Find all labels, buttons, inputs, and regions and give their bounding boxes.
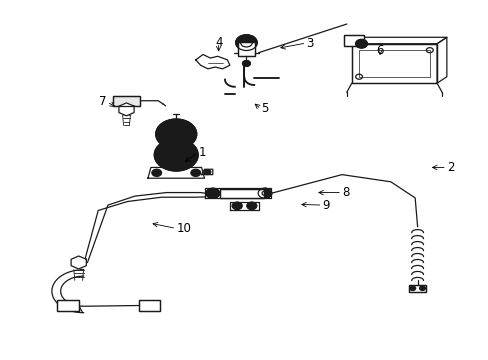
Circle shape	[156, 119, 196, 149]
Bar	[351, 44, 436, 83]
Circle shape	[205, 188, 219, 198]
Bar	[237, 42, 255, 56]
Polygon shape	[351, 37, 446, 44]
Text: 1: 1	[198, 145, 205, 158]
Circle shape	[190, 169, 200, 176]
Circle shape	[152, 169, 161, 176]
Text: 9: 9	[322, 199, 329, 212]
Bar	[344, 35, 363, 45]
Polygon shape	[148, 167, 204, 178]
Text: 3: 3	[306, 36, 313, 50]
Bar	[220, 189, 264, 198]
Bar	[139, 301, 160, 311]
Polygon shape	[229, 202, 259, 210]
Bar	[57, 301, 79, 311]
Bar	[113, 96, 140, 106]
Circle shape	[355, 40, 366, 48]
Circle shape	[154, 139, 198, 171]
Bar	[408, 285, 426, 292]
Text: 5: 5	[261, 103, 268, 116]
Bar	[408, 285, 426, 292]
Circle shape	[235, 35, 257, 50]
Circle shape	[409, 286, 415, 291]
Text: 2: 2	[446, 161, 453, 174]
Polygon shape	[436, 37, 446, 83]
Circle shape	[203, 170, 210, 175]
Polygon shape	[205, 188, 271, 198]
Bar	[139, 301, 160, 311]
Bar	[220, 189, 264, 198]
Circle shape	[242, 60, 250, 66]
Text: 6: 6	[376, 44, 383, 57]
Polygon shape	[201, 169, 212, 175]
Circle shape	[246, 202, 256, 210]
Polygon shape	[119, 103, 134, 116]
Bar	[358, 50, 429, 77]
Bar	[351, 44, 436, 83]
Polygon shape	[71, 256, 86, 269]
Polygon shape	[346, 83, 441, 92]
Circle shape	[419, 286, 425, 291]
Bar	[344, 35, 363, 45]
Bar	[113, 96, 140, 106]
Bar	[237, 42, 255, 56]
Circle shape	[258, 188, 271, 198]
Text: 10: 10	[176, 222, 191, 235]
Text: 8: 8	[341, 186, 349, 199]
Circle shape	[232, 202, 242, 210]
Text: 7: 7	[99, 95, 107, 108]
Bar	[57, 301, 79, 311]
Text: 4: 4	[214, 36, 222, 49]
Polygon shape	[195, 54, 229, 69]
